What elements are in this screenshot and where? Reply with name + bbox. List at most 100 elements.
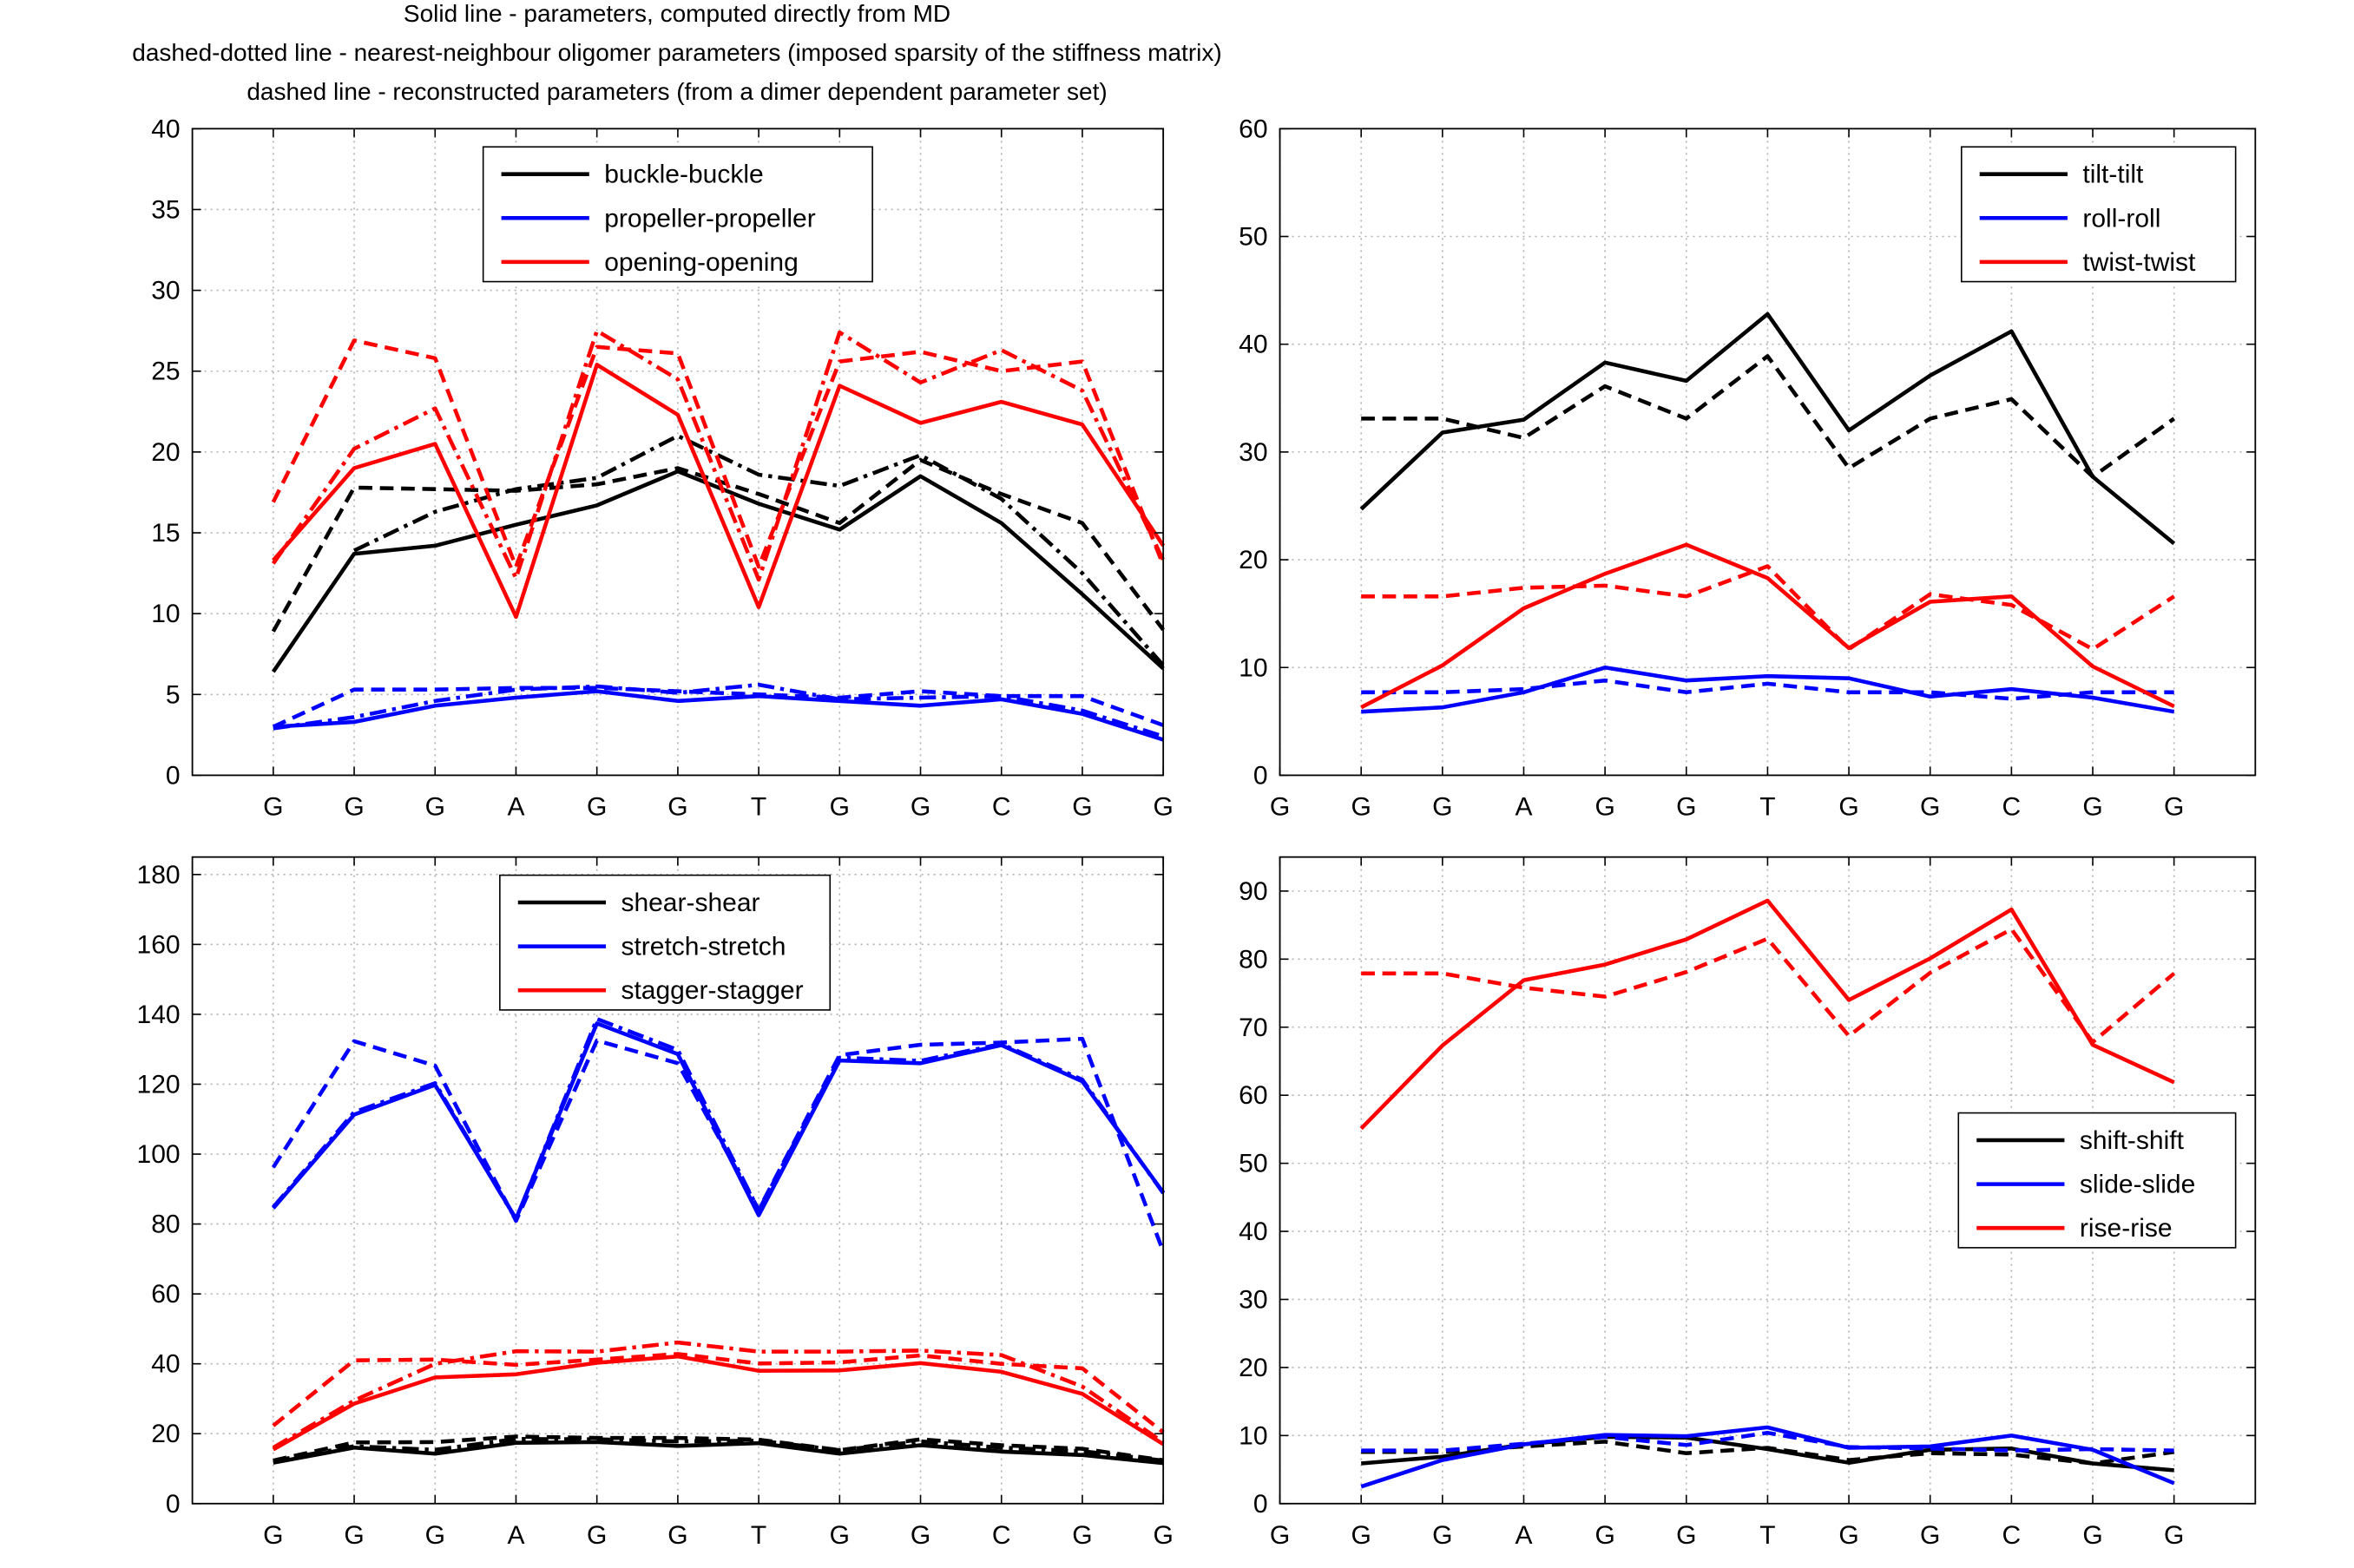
x-tick-label: T: [1759, 1521, 1775, 1550]
series-line-dashdot-4: [273, 682, 1164, 738]
x-tick-label: G: [1432, 1521, 1452, 1550]
y-tick-label: 20: [151, 438, 180, 467]
y-tick-label: 60: [151, 1280, 180, 1309]
series-line-dashdot-7: [272, 1340, 1165, 1450]
x-tick-label: G: [1920, 1521, 1940, 1550]
x-tick-label: G: [830, 1521, 850, 1550]
series-line-dashdot-7: [271, 328, 1166, 582]
y-tick-label: 0: [166, 761, 181, 790]
x-tick-label: G: [1351, 1521, 1371, 1550]
x-tick-label: G: [587, 1521, 607, 1550]
x-tick-label: G: [425, 1521, 445, 1550]
y-tick-label: 20: [1239, 1354, 1267, 1382]
y-tick-label: 0: [1253, 1490, 1268, 1519]
y-tick-label: 20: [151, 1420, 180, 1448]
series-line-roll-roll: [1361, 666, 2175, 714]
y-tick-label: 100: [137, 1140, 181, 1169]
x-tick-label: G: [2164, 1521, 2184, 1550]
legend: shift-shift slide-slide rise-rise: [1957, 1112, 2237, 1249]
y-tick-label: 90: [1239, 877, 1267, 906]
y-tick-label: 180: [137, 861, 181, 889]
x-tick-label: G: [344, 792, 364, 821]
y-tick-label: 40: [1239, 1217, 1267, 1246]
y-tick-label: 5: [166, 680, 181, 709]
series-line-stagger-stagger: [272, 1354, 1165, 1452]
legend-box: [499, 874, 832, 1011]
y-tick-label: 40: [151, 1350, 180, 1379]
x-tick-label: G: [2082, 1521, 2102, 1550]
x-tick-label: G: [1676, 1521, 1696, 1550]
series-line-tilt-tilt: [1359, 312, 2176, 546]
x-tick-label: A: [507, 792, 524, 821]
x-tick-label: G: [1270, 1521, 1290, 1550]
legend-label-stretch-stretch: stretch-stretch: [621, 933, 786, 961]
series-line-slide-slide: [1360, 1425, 2175, 1489]
x-tick-label: G: [830, 792, 850, 821]
series-line-dashed-8: [272, 1352, 1165, 1434]
legend: tilt-tilt roll-roll twist-twist: [1960, 146, 2237, 283]
y-tick-label: 70: [1239, 1014, 1267, 1042]
x-tick-label: G: [2164, 792, 2184, 821]
y-tick-label: 40: [1239, 331, 1267, 359]
legend-box: [1960, 146, 2237, 283]
x-tick-label: G: [911, 1521, 930, 1550]
x-tick-label: C: [992, 792, 1011, 821]
x-tick-label: T: [751, 1521, 766, 1550]
legend-box: [482, 146, 873, 283]
legend-label-propeller-propeller: propeller-propeller: [604, 204, 815, 233]
x-tick-label: G: [1072, 792, 1092, 821]
legend-label-slide-slide: slide-slide: [2080, 1171, 2195, 1199]
y-tick-label: 50: [1239, 1150, 1267, 1178]
x-tick-label: G: [1920, 792, 1940, 821]
y-tick-label: 10: [1239, 653, 1267, 682]
series-line-dashed-3: [1361, 1430, 2174, 1453]
series-line-dashdot-1: [273, 1437, 1164, 1463]
y-tick-label: 0: [1253, 761, 1268, 790]
series-line-twist-twist: [1360, 542, 2175, 710]
x-tick-label: G: [263, 792, 283, 821]
series-line-stretch-stretch: [272, 1021, 1166, 1221]
x-tick-label: G: [2082, 792, 2102, 821]
x-tick-label: T: [1759, 792, 1775, 821]
legend-label-shear-shear: shear-shear: [621, 889, 759, 917]
y-tick-label: 30: [1239, 1285, 1267, 1314]
x-tick-label: G: [1676, 792, 1696, 821]
y-tick-label: 80: [1239, 945, 1267, 974]
series-line-dashed-5: [272, 686, 1164, 729]
x-tick-label: G: [587, 792, 607, 821]
series-line-dashed-1: [1361, 354, 2176, 479]
y-tick-label: 10: [1239, 1421, 1267, 1450]
series-line-dashed-5: [1361, 927, 2176, 1045]
series-line-dashed-2: [273, 1434, 1164, 1463]
x-tick-label: G: [667, 792, 687, 821]
series-line-opening-opening: [272, 363, 1166, 620]
y-tick-label: 140: [137, 1001, 181, 1029]
x-tick-label: A: [1515, 792, 1532, 821]
legend: buckle-buckle propeller-propeller opening-…: [482, 146, 873, 283]
series-line-rise-rise: [1359, 898, 2175, 1131]
x-tick-label: G: [1595, 1521, 1614, 1550]
y-tick-label: 30: [1239, 438, 1267, 467]
figure-title-line-2: dashed-dotted line - nearest-neighbour o…: [132, 39, 1222, 66]
legend: shear-shear stretch-stretch stagger-stagge…: [499, 874, 832, 1011]
x-tick-label: G: [263, 1521, 283, 1550]
x-tick-label: G: [1153, 792, 1173, 821]
figure-title-line-3: dashed line - reconstructed parameters (…: [247, 78, 1108, 105]
x-tick-label: C: [2002, 1521, 2022, 1550]
legend-label-tilt-tilt: tilt-tilt: [2082, 161, 2144, 189]
chart-panel-top-left: 0 5 10 15 20 25 30 35 40 G G G A G G T G G C G Gbuckle-buckl…: [151, 115, 1174, 821]
figure-title-line-1: Solid line - parameters, computed direct…: [403, 0, 951, 27]
x-tick-label: G: [1270, 792, 1290, 821]
legend-label-roll-roll: roll-roll: [2082, 204, 2160, 233]
y-tick-label: 40: [151, 115, 180, 143]
series-line-propeller-propeller: [273, 689, 1164, 742]
y-tick-label: 20: [1239, 546, 1267, 574]
y-tick-label: 160: [137, 930, 181, 959]
y-tick-label: 10: [151, 600, 180, 628]
x-tick-label: G: [911, 792, 930, 821]
series-line-buckle-buckle: [271, 469, 1165, 673]
series-line-dashed-3: [1361, 678, 2174, 701]
x-tick-label: C: [992, 1521, 1011, 1550]
